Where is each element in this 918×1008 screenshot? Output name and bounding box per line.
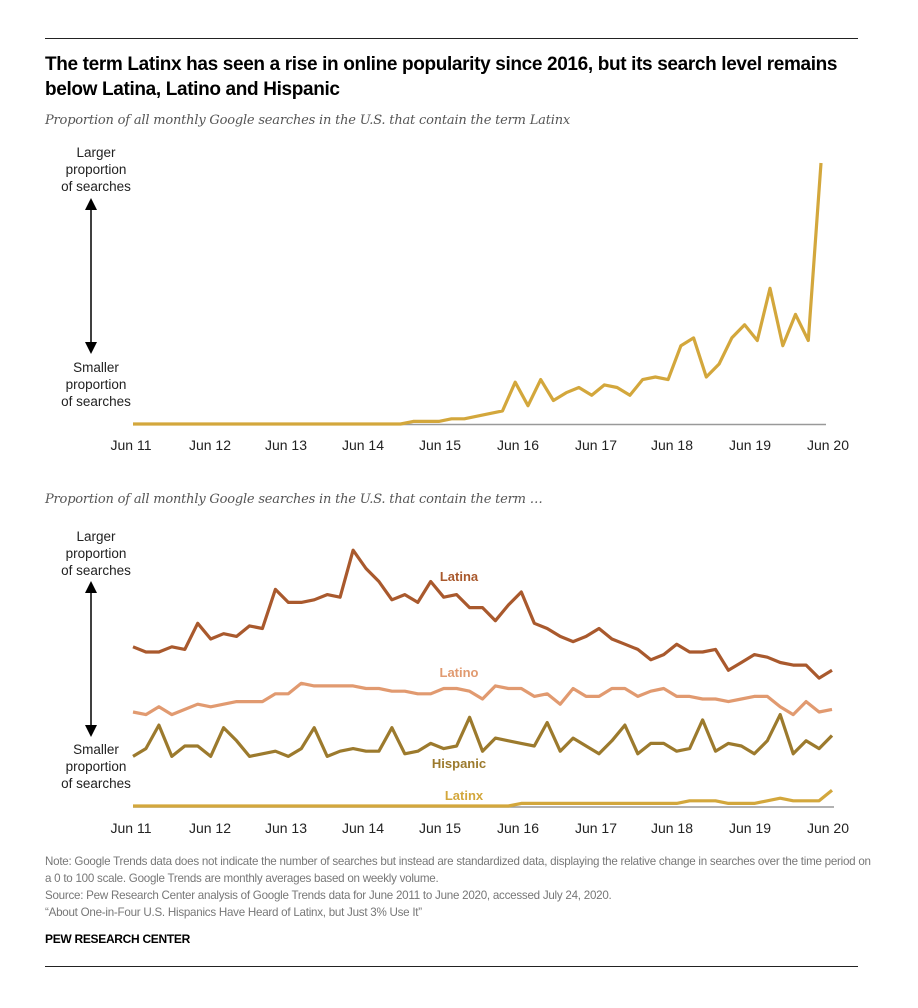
y-label-larger-1: Larger: [76, 529, 116, 544]
series-label-latino: Latino: [440, 665, 479, 680]
y-label-larger-3: of searches: [61, 179, 131, 194]
chart-title: The term Latinx has seen a rise in onlin…: [45, 54, 838, 100]
x-tick-label: Jun 19: [729, 437, 771, 453]
y-label-smaller-3: of searches: [61, 394, 131, 409]
x-tick-label: Jun 18: [651, 820, 693, 836]
source-text: Source: Pew Research Center analysis of …: [45, 889, 612, 902]
y-label-smaller-2: proportion: [66, 759, 127, 774]
brand-logo-text: PEW RESEARCH CENTER: [45, 932, 190, 946]
x-tick-label: Jun 11: [111, 437, 152, 453]
y-label-smaller-2: proportion: [66, 377, 127, 392]
chart2-y-descriptor: Larger proportion of searches Smaller pr…: [61, 529, 131, 791]
x-tick-label: Jun 20: [807, 437, 849, 453]
chart1-x-ticks: Jun 11 Jun 12 Jun 13 Jun 14 Jun 15 Jun 16 Jun …: [111, 437, 850, 453]
x-tick-label: Jun 15: [419, 820, 461, 836]
x-tick-label: Jun 12: [189, 820, 231, 836]
y-label-larger-3: of searches: [61, 563, 131, 578]
report-title: “About One-in-Four U.S. Hispanics Have H…: [45, 906, 422, 919]
y-label-larger-2: proportion: [66, 546, 127, 561]
x-tick-label: Jun 17: [575, 820, 617, 836]
y-label-smaller-1: Smaller: [73, 742, 119, 757]
chart1-subtitle: Proportion of all monthly Google searche…: [45, 113, 571, 128]
series-line-latino: [132, 681, 833, 717]
x-tick-label: Jun 14: [342, 437, 384, 453]
y-label-larger-1: Larger: [76, 145, 116, 160]
y-label-smaller-1: Smaller: [73, 360, 119, 375]
x-tick-label: Jun 16: [497, 437, 539, 453]
x-tick-label: Jun 12: [189, 437, 231, 453]
x-tick-label: Jun 14: [342, 820, 384, 836]
series-line-hispanic: [132, 712, 834, 759]
x-tick-label: Jun 11: [111, 820, 152, 836]
x-tick-label: Jun 13: [265, 437, 307, 453]
top-rule: [45, 38, 858, 39]
series-label-hispanic: Hispanic: [432, 756, 486, 771]
bottom-rule: [45, 966, 858, 967]
chart1-series: [133, 162, 823, 426]
series-label-latina: Latina: [440, 569, 479, 584]
notes: Note: Google Trends data does not indica…: [45, 853, 875, 921]
chart2-subtitle: Proportion of all monthly Google searche…: [45, 492, 543, 507]
y-label-larger-2: proportion: [66, 162, 127, 177]
series-line-latina: [132, 548, 833, 680]
note-text: Note: Google Trends data does not indica…: [45, 855, 871, 885]
chart2-series: [132, 548, 834, 808]
x-tick-label: Jun 16: [497, 820, 539, 836]
chart1-y-descriptor: Larger proportion of searches Smaller pr…: [61, 145, 131, 409]
series-line-latinx: [133, 789, 834, 808]
x-tick-label: Jun 13: [265, 820, 307, 836]
series-label-latinx: Latinx: [445, 788, 484, 803]
x-tick-label: Jun 20: [807, 820, 849, 836]
x-tick-label: Jun 18: [651, 437, 693, 453]
x-tick-label: Jun 19: [729, 820, 771, 836]
x-tick-label: Jun 17: [575, 437, 617, 453]
x-tick-label: Jun 15: [419, 437, 461, 453]
series-line-latinx: [133, 162, 823, 426]
y-label-smaller-3: of searches: [61, 776, 131, 791]
chart2-x-ticks: Jun 11 Jun 12 Jun 13 Jun 14 Jun 15 Jun 16 Jun …: [111, 820, 850, 836]
